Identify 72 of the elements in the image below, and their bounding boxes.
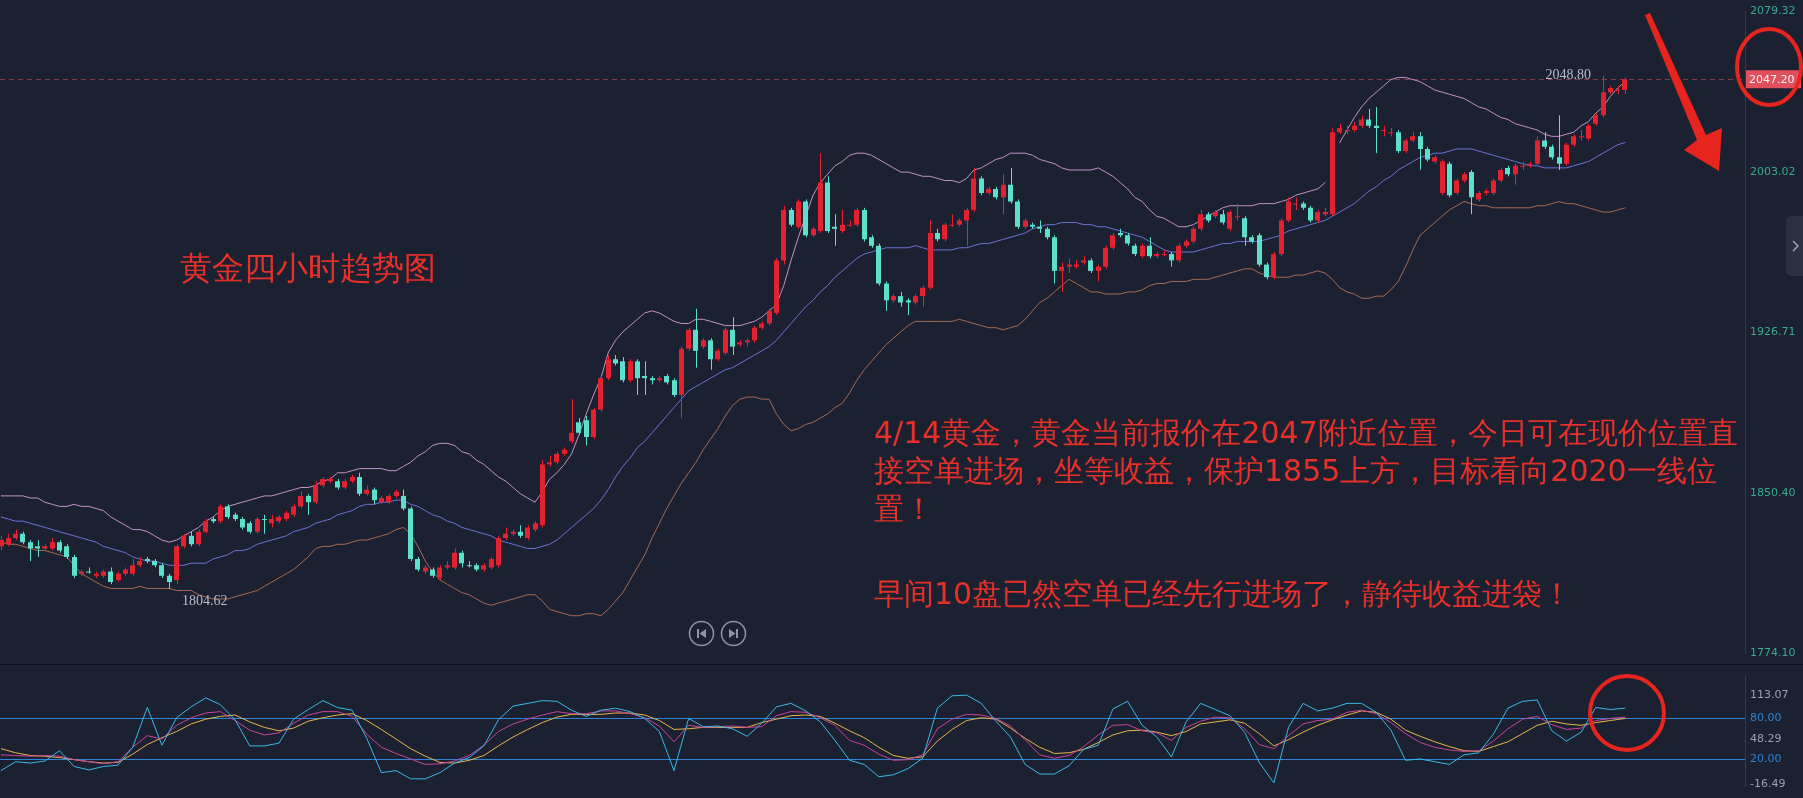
y-tick-label: 80.00 (1750, 710, 1782, 724)
y-tick-label: 2079.32 (1750, 4, 1796, 18)
candlestick (942, 222, 947, 242)
candlestick (569, 398, 574, 444)
candlestick (1198, 209, 1203, 232)
ref-line-label: 2047.20 (1749, 73, 1795, 86)
candlestick (1147, 236, 1152, 259)
candlestick (1513, 163, 1518, 186)
candlestick (28, 539, 33, 562)
candlestick (1557, 114, 1562, 171)
candlestick (1366, 108, 1371, 129)
y-tick-label: 1926.71 (1750, 325, 1796, 339)
y-tick-label: 48.29 (1750, 732, 1782, 746)
candlestick (920, 285, 925, 308)
candlestick (1418, 131, 1423, 171)
candlestick (1001, 173, 1006, 215)
candlestick (789, 207, 794, 228)
candlestick (1008, 167, 1013, 205)
candlestick (1396, 129, 1401, 154)
candlestick (313, 480, 318, 505)
candlestick (306, 493, 311, 516)
candlestick (832, 213, 837, 247)
candlestick (584, 415, 589, 446)
y-tick-label: -16.49 (1750, 776, 1786, 790)
y-tick-label: 1850.40 (1750, 485, 1796, 499)
candlestick (884, 280, 889, 312)
candlestick (1059, 262, 1064, 293)
candlestick (1242, 215, 1247, 247)
candlestick (401, 489, 406, 512)
annotation: 2048.80 (1545, 67, 1592, 83)
candlestick (452, 547, 457, 570)
candlestick (86, 566, 91, 575)
candlestick (1271, 251, 1276, 280)
candlestick (1227, 209, 1232, 232)
text: 黄金四小时趋势图 (180, 249, 436, 287)
candlestick (1564, 142, 1569, 167)
candlestick (628, 358, 633, 383)
candlestick (686, 327, 691, 352)
candlestick (218, 503, 223, 524)
y-tick-label: 20.00 (1750, 751, 1782, 765)
annotation: 4/14黄金，黄金当前报价在2047附近位置，今日可在现价位置直接空单进场，坐等收益，保护1855上方，目标看向2020一线位置！ (874, 414, 1739, 528)
candlestick (840, 209, 845, 234)
candlestick (1579, 129, 1584, 142)
candlestick (1293, 196, 1298, 211)
annotation: 早间10盘已然空单已经先行进场了，静待收益进袋！ (874, 575, 1574, 613)
candlestick (1103, 245, 1108, 270)
candlestick (693, 308, 698, 369)
y-tick-label: 113.07 (1750, 687, 1789, 701)
candlestick (730, 316, 735, 356)
candlestick (606, 354, 611, 381)
y-tick-label: 1774.10 (1750, 646, 1796, 660)
candlestick (620, 356, 625, 383)
candlestick (1535, 135, 1540, 167)
candlestick (708, 337, 713, 371)
candlestick (854, 207, 859, 228)
y-tick-label: 2003.02 (1750, 164, 1796, 178)
candlestick (979, 175, 984, 196)
candlestick (1374, 106, 1379, 154)
candlestick (1176, 243, 1181, 263)
candlestick (723, 327, 728, 356)
candlestick (357, 472, 362, 497)
candlestick (642, 360, 647, 396)
candlestick (1601, 75, 1606, 118)
candlestick (672, 377, 677, 398)
candlestick (949, 213, 954, 228)
candlestick (72, 554, 77, 579)
candlestick (964, 207, 969, 247)
candlestick (847, 219, 852, 228)
candlestick (1286, 196, 1291, 224)
candlestick (635, 358, 640, 396)
candlestick (262, 514, 267, 535)
annotation: 1804.62 (182, 593, 228, 609)
